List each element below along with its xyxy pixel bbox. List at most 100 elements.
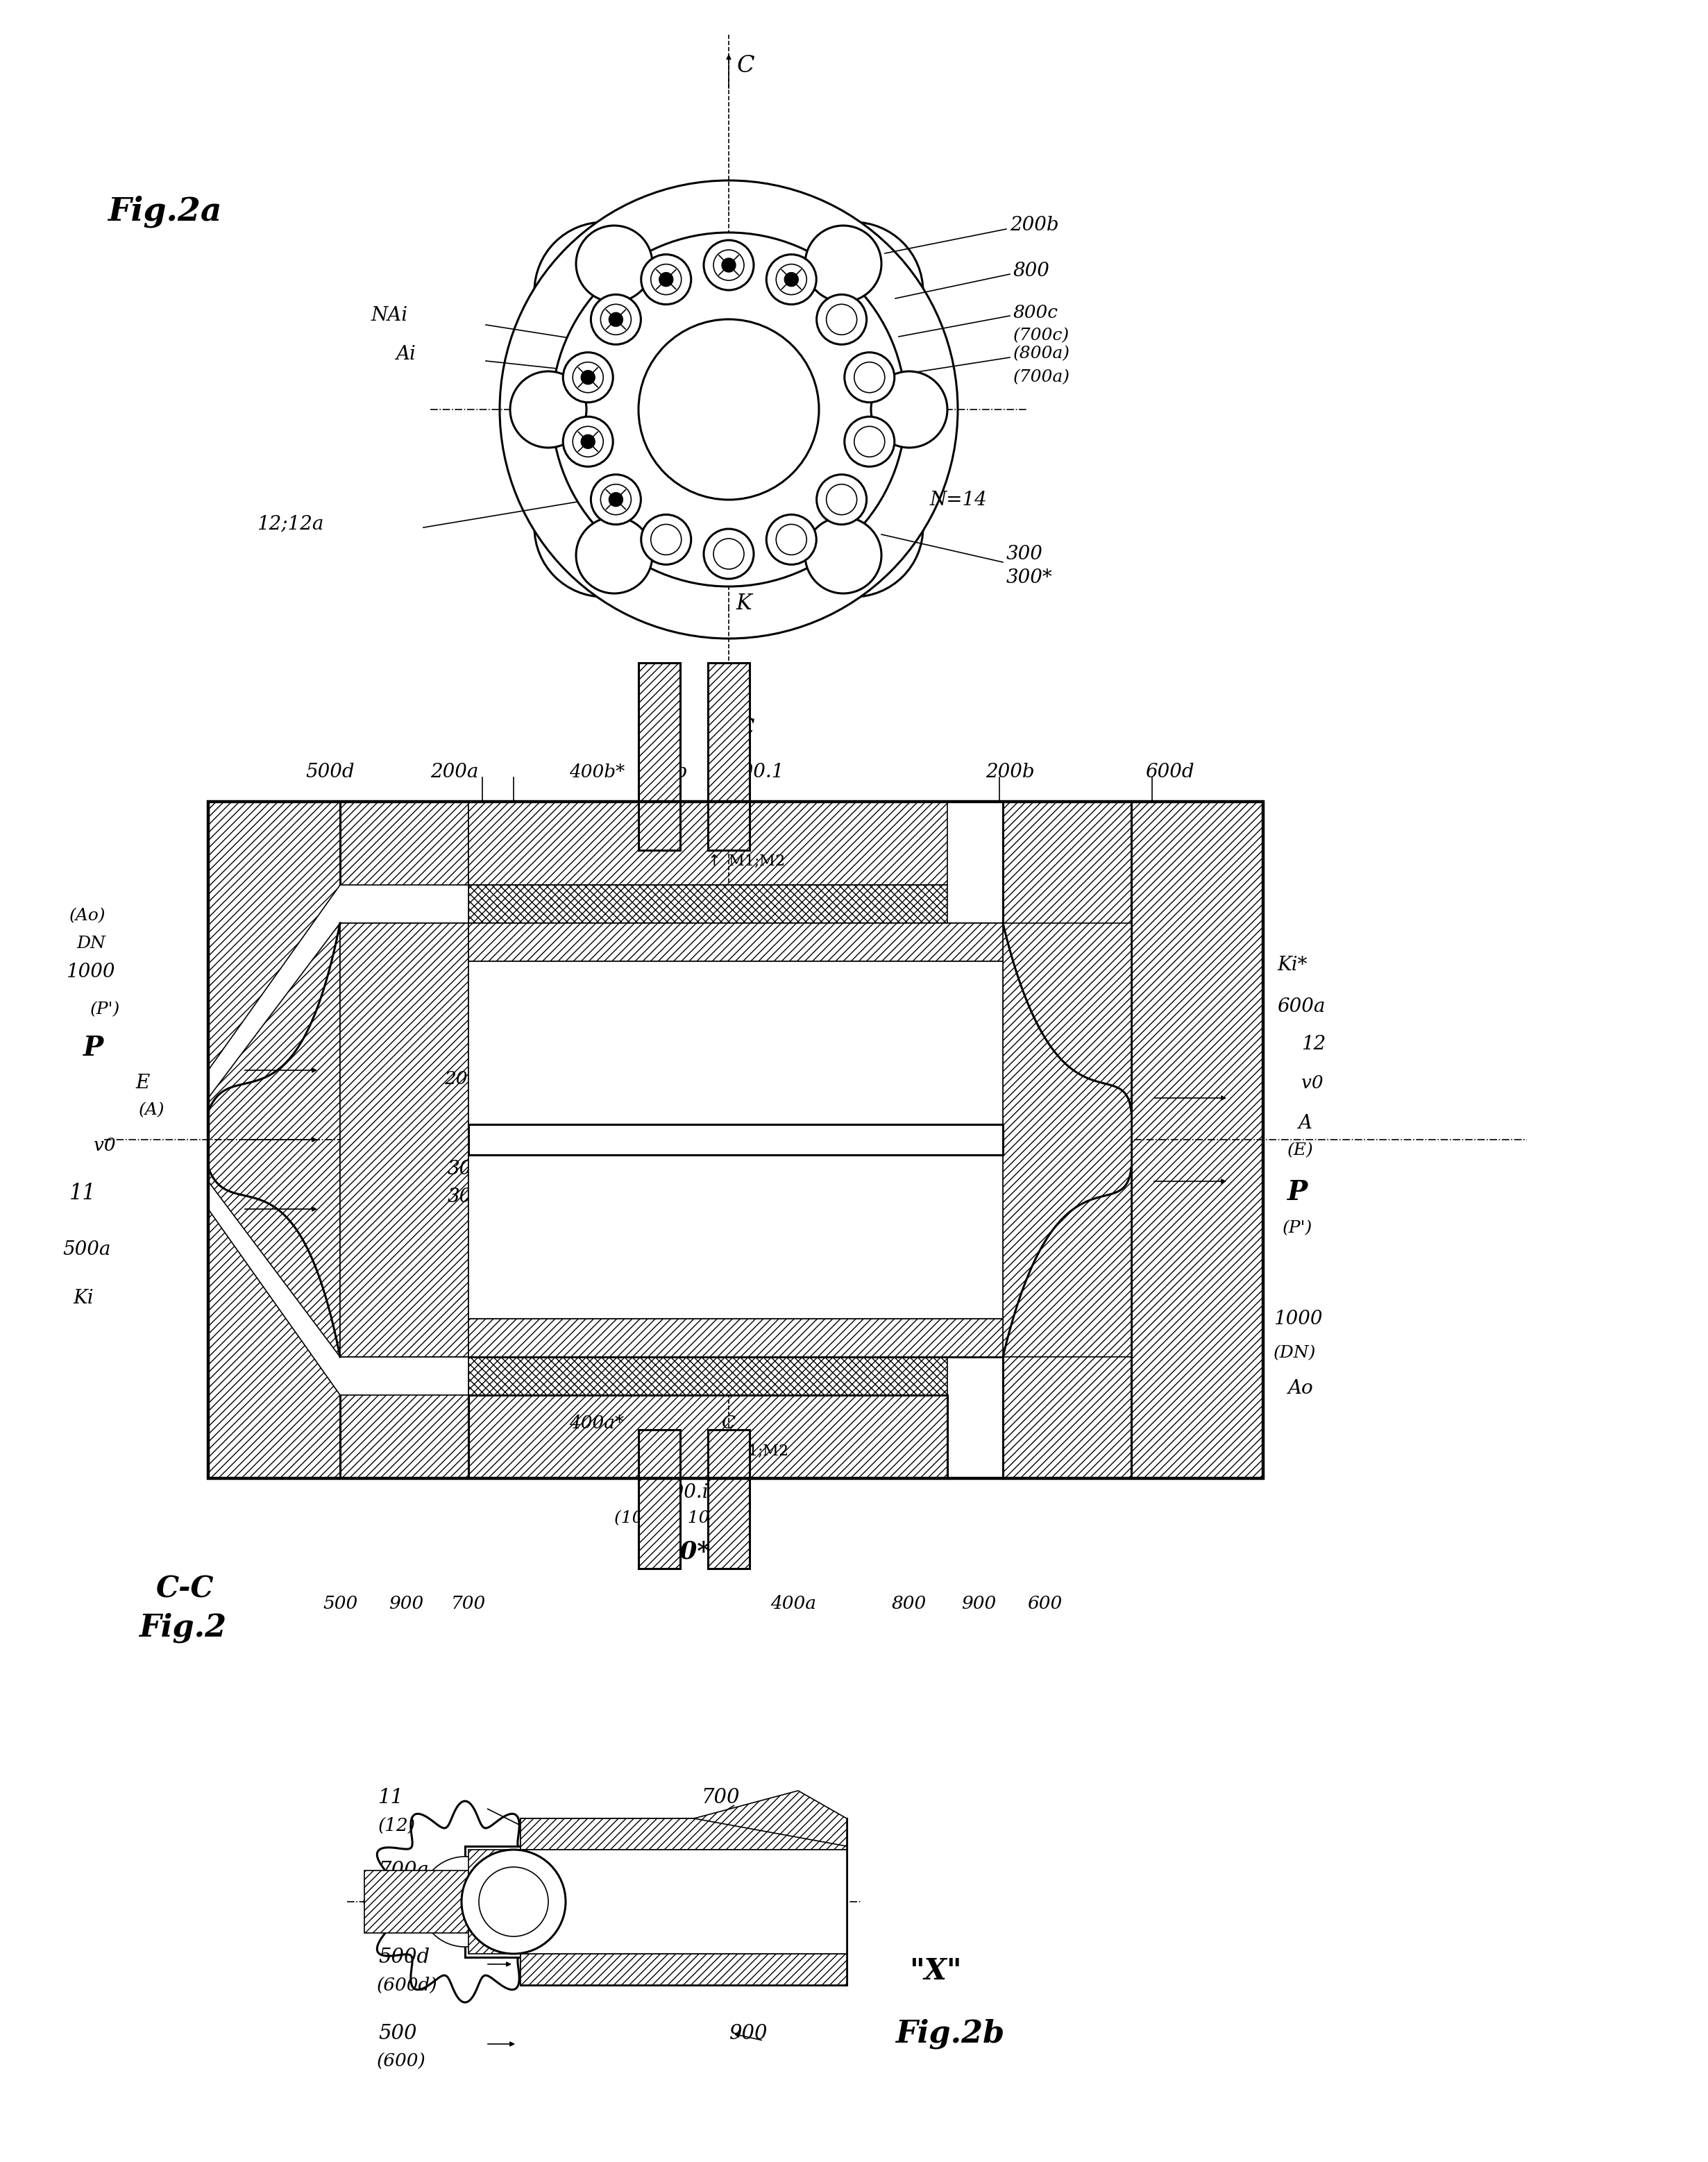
Circle shape (651, 525, 681, 556)
Text: 200*: 200* (444, 1070, 488, 1087)
Text: 200b: 200b (1009, 216, 1059, 236)
Text: Fig.2b: Fig.2b (895, 2019, 1004, 2050)
Text: C: C (738, 54, 755, 78)
Text: P: P (1288, 1178, 1308, 1206)
Text: 11: 11 (377, 1788, 403, 1807)
Bar (468, 802, 948, 884)
Text: 300: 300 (447, 1161, 485, 1178)
Text: (700c): (700c) (1013, 329, 1069, 344)
Text: A: A (1298, 1113, 1312, 1133)
Circle shape (610, 493, 623, 506)
Text: (800a): (800a) (377, 1890, 437, 1907)
Text: 900: 900 (962, 1596, 996, 1613)
Text: 400b: 400b (639, 763, 688, 780)
Text: v0: v0 (1301, 1075, 1324, 1092)
Circle shape (816, 473, 866, 525)
Text: Ki*: Ki* (1278, 956, 1307, 975)
Circle shape (784, 272, 798, 285)
Bar (639, 1429, 680, 1570)
Text: (600d): (600d) (377, 1976, 437, 1993)
Bar (639, 664, 680, 850)
Text: C1: C1 (562, 1070, 588, 1087)
Text: 12: 12 (1301, 1036, 1325, 1053)
Text: 11: 11 (70, 1183, 96, 1204)
Text: v: v (538, 1070, 548, 1087)
Bar (468, 1358, 948, 1394)
Bar (709, 551, 748, 608)
Bar (1003, 1319, 1131, 1479)
Circle shape (601, 484, 632, 515)
Polygon shape (208, 884, 468, 1098)
Text: 200.2a: 200.2a (666, 1046, 726, 1064)
Text: (800a): (800a) (1013, 346, 1071, 361)
Circle shape (704, 530, 753, 579)
Bar (707, 664, 750, 850)
Text: E: E (135, 1072, 149, 1092)
Text: 400a: 400a (770, 1596, 816, 1613)
Text: 200a: 200a (430, 763, 478, 780)
Text: 100.i: 100.i (659, 1483, 709, 1503)
Polygon shape (420, 1857, 511, 1946)
Text: Ai: Ai (396, 344, 415, 363)
Text: C1: C1 (545, 1172, 570, 1189)
Circle shape (610, 313, 623, 326)
Bar (468, 1394, 948, 1479)
Circle shape (804, 517, 881, 592)
Circle shape (722, 257, 736, 272)
Text: 200b: 200b (986, 763, 1035, 780)
Polygon shape (541, 223, 915, 597)
Circle shape (461, 1851, 565, 1954)
Text: 800c: 800c (1013, 303, 1059, 320)
Bar (208, 802, 1264, 1479)
Circle shape (564, 352, 613, 402)
Text: (Ao): (Ao) (70, 908, 106, 923)
Text: C-C: C-C (155, 1574, 214, 1604)
Circle shape (767, 515, 816, 564)
Text: (A): (A) (138, 1103, 166, 1118)
Text: P: P (84, 1036, 104, 1062)
Text: 300: 300 (729, 1926, 767, 1946)
Text: 900: 900 (389, 1596, 424, 1613)
Circle shape (714, 538, 745, 569)
Text: (P'): (P') (1283, 1222, 1312, 1237)
Circle shape (659, 272, 673, 285)
Text: NAi: NAi (371, 307, 408, 324)
Circle shape (576, 517, 652, 592)
Text: (800): (800) (700, 1816, 748, 1833)
Text: 500a: 500a (63, 1241, 111, 1258)
Text: 600: 600 (1027, 1596, 1062, 1613)
Text: (Ai): (Ai) (652, 1150, 683, 1167)
Circle shape (552, 233, 905, 586)
Circle shape (511, 372, 586, 448)
Circle shape (478, 1868, 548, 1937)
Text: 1000: 1000 (67, 962, 114, 982)
Bar (521, 1954, 847, 1985)
Text: 700a: 700a (377, 1861, 429, 1881)
Bar (468, 1319, 1003, 1358)
Text: C: C (738, 718, 755, 739)
Circle shape (714, 251, 745, 281)
Text: 800: 800 (892, 1596, 927, 1613)
Circle shape (767, 255, 816, 305)
Circle shape (639, 320, 818, 499)
Bar (521, 1818, 847, 1985)
Circle shape (601, 305, 632, 335)
Text: 500: 500 (323, 1596, 357, 1613)
Text: (12): (12) (377, 1816, 415, 1833)
Bar (521, 1851, 847, 1954)
Text: Ki: Ki (73, 1289, 94, 1308)
Bar (364, 1870, 468, 1933)
Circle shape (704, 240, 753, 290)
Circle shape (591, 294, 640, 344)
Text: Fig.2: Fig.2 (138, 1613, 227, 1643)
Bar (340, 802, 468, 962)
Text: 600a: 600a (1278, 997, 1325, 1016)
Text: 500d: 500d (306, 763, 354, 780)
Text: C: C (736, 828, 750, 845)
Bar (1003, 923, 1131, 1358)
Text: (600): (600) (377, 2052, 425, 2069)
Bar (1003, 802, 1131, 962)
Text: (100.1 - 100.n): (100.1 - 100.n) (615, 1511, 745, 1526)
Text: DN: DN (77, 936, 106, 951)
Text: 300: 300 (1006, 545, 1044, 564)
